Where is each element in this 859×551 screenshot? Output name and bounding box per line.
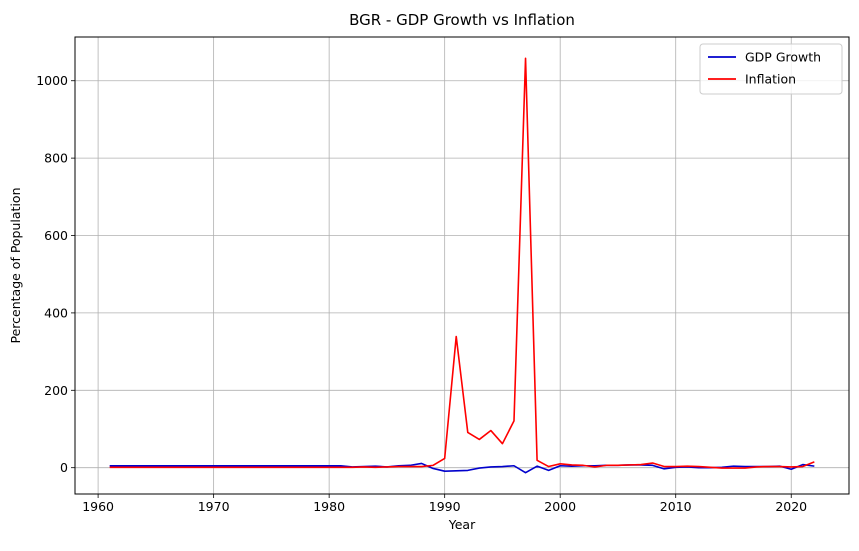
x-tick-label: 2010 [660,499,692,514]
legend-entry-inflation: Inflation [745,72,796,87]
x-tick-label: 2020 [775,499,807,514]
legend-entry-gdp-growth: GDP Growth [745,50,821,65]
series-line-inflation [109,57,815,469]
plot-frame [74,36,850,495]
chart-title: BGR - GDP Growth vs Inflation [349,11,575,29]
y-tick-label: 800 [44,151,68,166]
y-tick-label: 0 [60,460,68,475]
y-tick-label: 600 [44,228,68,243]
x-tick-label: 1970 [198,499,230,514]
y-axis-ticks: 0 200 400 600 800 1000 [36,73,75,475]
y-tick-label: 1000 [36,73,68,88]
x-axis-label: Year [448,517,476,532]
x-tick-label: 1960 [82,499,114,514]
x-tick-label: 2000 [544,499,576,514]
x-tick-label: 1980 [313,499,345,514]
y-tick-label: 400 [44,305,68,320]
legend: GDP Growth Inflation [699,43,843,95]
series-line-gdp-growth [109,462,815,474]
x-tick-label: 1990 [429,499,461,514]
x-axis-ticks: 1960 1970 1980 1990 2000 2010 2020 [82,494,807,514]
series-lines [109,57,815,474]
y-tick-label: 200 [44,383,68,398]
y-axis-label: Percentage of Population [8,188,23,344]
